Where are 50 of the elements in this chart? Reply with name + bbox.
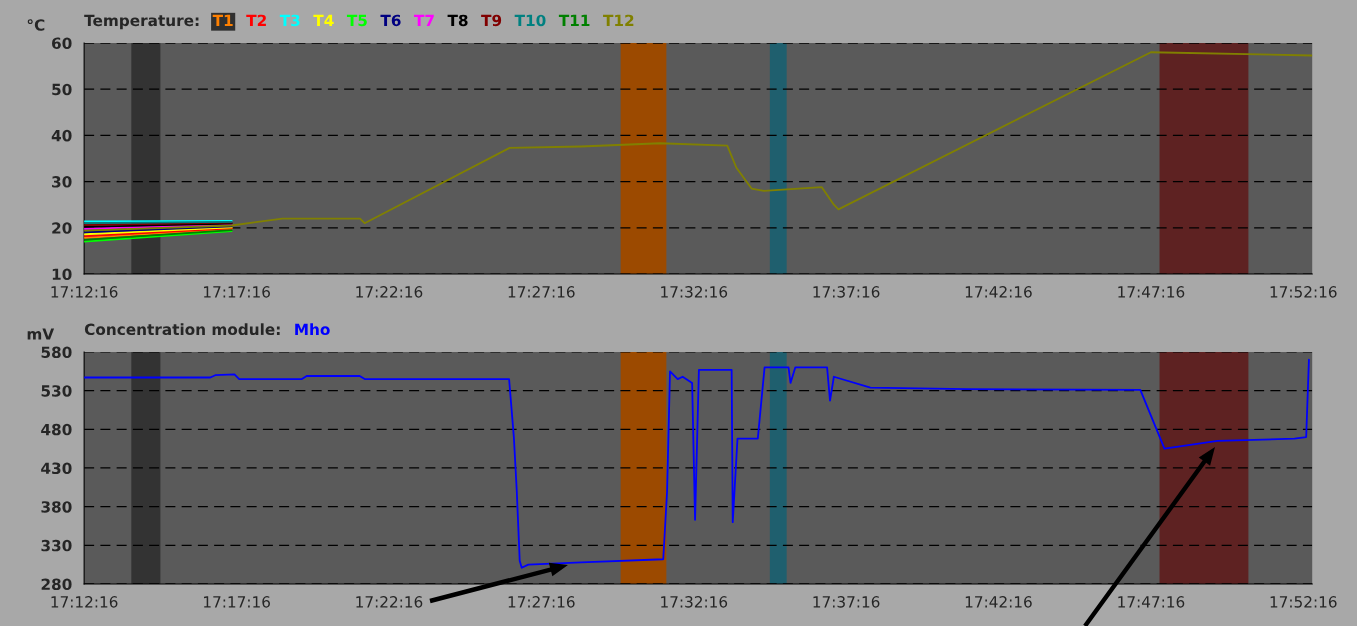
x-tick-label: 17:52:16: [1270, 286, 1337, 298]
line-series: [84, 358, 1310, 569]
x-tick-label: 17:37:16: [813, 596, 880, 608]
text: T10: [514, 14, 546, 27]
y-tick-label: 30: [52, 176, 72, 188]
y-axis-title: mV: [27, 328, 55, 340]
text: T12: [603, 14, 634, 26]
text: T9: [481, 14, 502, 27]
text: T1: [212, 14, 233, 26]
x-tick-label: 17:32:16: [661, 596, 728, 608]
x-tick-label: 17:12:16: [51, 596, 118, 608]
line-series: [84, 51, 1313, 232]
y-axis-title: °C: [27, 19, 45, 31]
x-tick-label: 17:52:16: [1270, 596, 1337, 608]
y-tick-label: 40: [51, 129, 72, 142]
y-tick-label: 60: [52, 37, 72, 50]
x-tick-label: 17:32:16: [661, 286, 728, 298]
x-tick-label: 17:27:16: [508, 286, 575, 298]
x-tick-label: 17:47:16: [1118, 596, 1185, 608]
x-tick-label: 17:42:16: [965, 596, 1032, 608]
y-tick-label: 430: [41, 462, 72, 475]
x-tick-label: 17:17:16: [204, 286, 270, 298]
x-tick-label: 17:37:16: [813, 286, 880, 298]
legend-title: Concentration module:: [84, 323, 280, 336]
text: T3: [279, 14, 300, 27]
y-tick-label: 20: [52, 222, 72, 234]
text: Mho: [295, 323, 330, 336]
y-tick-label: 50: [52, 83, 72, 96]
y-tick-label: 380: [41, 501, 72, 513]
text: T5: [346, 14, 367, 27]
text: T7: [414, 14, 434, 26]
x-tick-label: 17:17:16: [204, 596, 270, 608]
x-tick-label: 17:47:16: [1118, 286, 1185, 298]
text: T4: [313, 14, 334, 26]
y-tick-label: 280: [41, 578, 72, 591]
text: T2: [246, 14, 266, 26]
legend-title: Temperature:: [84, 14, 199, 30]
y-tick-label: 480: [41, 423, 72, 436]
y-tick-label: 530: [41, 385, 72, 397]
x-tick-label: 17:22:16: [356, 286, 423, 298]
text: T6: [380, 14, 401, 27]
x-tick-label: 17:12:16: [51, 286, 118, 298]
x-tick-label: 17:27:16: [508, 596, 575, 608]
x-tick-label: 17:42:16: [965, 286, 1032, 298]
text: T8: [447, 14, 468, 27]
y-tick-label: 580: [41, 346, 72, 359]
y-tick-label: 330: [41, 539, 72, 552]
text: T11: [558, 14, 590, 26]
y-tick-label: 10: [52, 268, 72, 281]
x-tick-label: 17:22:16: [356, 596, 423, 608]
